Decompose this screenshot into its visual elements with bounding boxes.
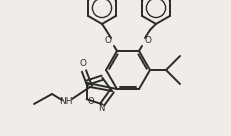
Text: N: N [98, 104, 104, 113]
Text: O: O [104, 36, 112, 45]
Text: O: O [145, 36, 152, 45]
Text: O: O [79, 60, 86, 69]
Text: NH: NH [59, 98, 73, 106]
Text: O: O [87, 97, 94, 106]
